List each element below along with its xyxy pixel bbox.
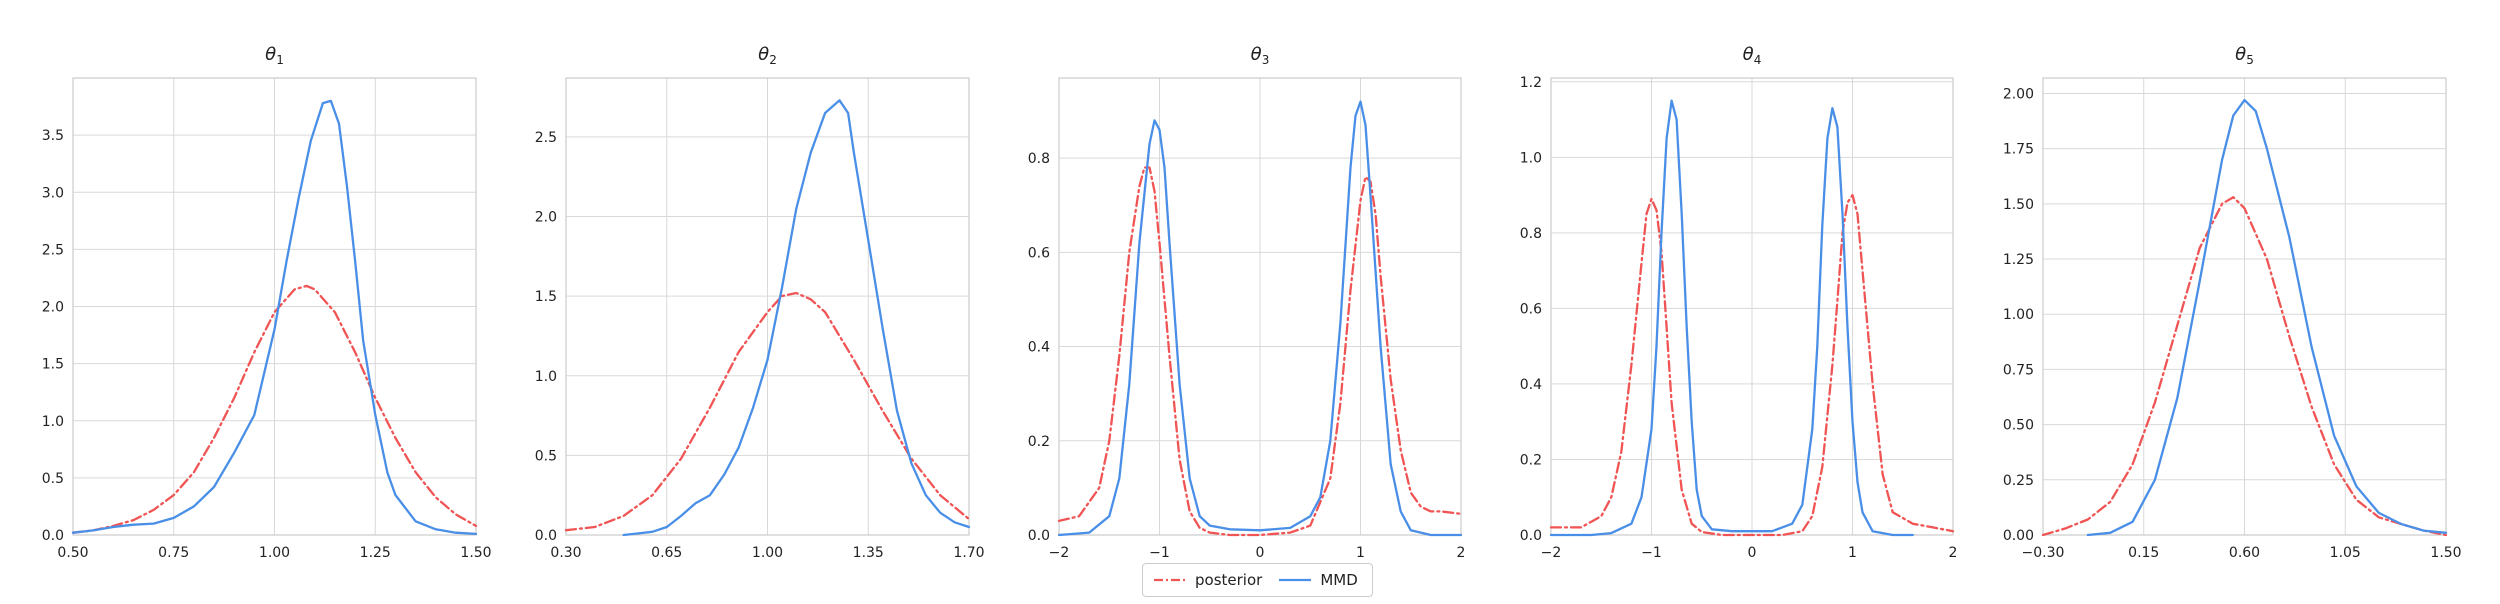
x-tick-label: −1 xyxy=(1149,545,1170,561)
series-line-posterior xyxy=(564,291,971,532)
x-tick-label: 1.00 xyxy=(752,545,783,561)
y-tick-label: 0.75 xyxy=(2003,362,2034,378)
x-tick-label: 1.05 xyxy=(2330,545,2361,561)
y-tick-label: 2.5 xyxy=(535,130,557,146)
y-tick-label: 2.00 xyxy=(2003,86,2034,102)
panel-2: 0.30 0.65 1.00 1.35 1.70 0.0 0.5 1.0 1.5 2.0 2.5 θ2 xyxy=(535,44,985,561)
y-tick-label: 0.25 xyxy=(2003,473,2034,489)
y-tick-label: 0.6 xyxy=(1028,245,1050,261)
y-tick-label: 0.0 xyxy=(535,528,557,544)
y-tick-label: 1.50 xyxy=(2003,197,2034,213)
x-tick-label: 2 xyxy=(1949,545,1958,561)
x-tick-label: −2 xyxy=(1049,545,1070,561)
y-tick-label: 0.2 xyxy=(1028,434,1050,450)
series-line-posterior xyxy=(1057,166,1463,537)
y-tick-label: 0.8 xyxy=(1028,151,1050,167)
y-tick-label: 0.2 xyxy=(1520,452,1542,468)
legend-entry-mmd: MMD xyxy=(1278,571,1358,589)
series-line-posterior xyxy=(2041,196,2448,537)
y-tick-label: 0.6 xyxy=(1520,301,1542,317)
panel-title: θ3 xyxy=(1251,44,1270,67)
panel-4: −2 −1 0 1 2 0.0 0.2 0.4 0.6 0.8 1.0 1.2 θ4 xyxy=(1520,44,1958,561)
y-tick-label: 0.8 xyxy=(1520,226,1542,242)
x-tick-label: 0 xyxy=(1748,545,1757,561)
y-tick-label: 0.0 xyxy=(1520,528,1542,544)
y-tick-label: 1.5 xyxy=(42,357,64,373)
panel-title: θ5 xyxy=(2235,44,2254,67)
plot-frame xyxy=(72,77,477,536)
x-tick-label: 1.25 xyxy=(360,545,391,561)
legend-swatch-mmd xyxy=(1279,578,1312,582)
x-tick-label: 1.50 xyxy=(2430,545,2461,561)
y-tick-label: 2.0 xyxy=(42,300,64,316)
y-tick-label: 0.00 xyxy=(2003,528,2034,544)
x-tick-label: 0.75 xyxy=(158,545,189,561)
legend: posterior MMD xyxy=(1142,563,1373,597)
y-tick-label: 2.5 xyxy=(42,242,64,258)
panel-5: −0.30 0.15 0.60 1.05 1.50 0.00 0.25 0.50 0.75 1.0… xyxy=(2003,44,2462,561)
x-tick-label: 0.60 xyxy=(2229,545,2260,561)
y-tick-label: 1.00 xyxy=(2003,307,2034,323)
y-tick-label: 1.0 xyxy=(1520,150,1542,166)
x-tick-label: 1 xyxy=(1848,545,1857,561)
series-line-mmd xyxy=(622,99,971,537)
x-tick-label: 1.70 xyxy=(953,545,984,561)
series-line-posterior xyxy=(1549,193,1955,537)
y-tick-label: 1.5 xyxy=(535,289,557,305)
series-line-mmd xyxy=(2086,98,2448,537)
x-tick-label: 1.00 xyxy=(259,545,290,561)
x-tick-label: 1 xyxy=(1356,545,1365,561)
series-line-mmd xyxy=(1549,99,1914,537)
y-tick-label: 0.0 xyxy=(42,528,64,544)
y-tick-label: 1.25 xyxy=(2003,252,2034,268)
legend-entry-posterior: posterior xyxy=(1153,571,1262,589)
series-line-posterior xyxy=(71,284,478,534)
x-tick-label: 2 xyxy=(1457,545,1466,561)
x-tick-label: −2 xyxy=(1541,545,1562,561)
x-tick-label: 0.65 xyxy=(651,545,682,561)
x-tick-label: 1.50 xyxy=(460,545,491,561)
panel-3: −2 −1 0 1 2 0.0 0.2 0.4 0.6 0.8 θ3 xyxy=(1028,44,1466,561)
x-tick-label: −0.30 xyxy=(2022,545,2065,561)
y-tick-label: 0.5 xyxy=(535,448,557,464)
series-line-mmd xyxy=(1057,100,1463,537)
plot-frame xyxy=(565,77,970,536)
y-tick-label: 1.2 xyxy=(1520,75,1542,91)
x-tick-label: 1.35 xyxy=(853,545,884,561)
x-tick-label: 0.15 xyxy=(2128,545,2159,561)
y-tick-label: 2.0 xyxy=(535,210,557,226)
plot-frame xyxy=(1058,77,1462,536)
y-tick-label: 0.5 xyxy=(42,471,64,487)
y-tick-label: 1.0 xyxy=(535,369,557,385)
y-tick-label: 0.0 xyxy=(1028,528,1050,544)
y-tick-label: 3.5 xyxy=(42,128,64,144)
series-line-mmd xyxy=(71,99,478,536)
legend-label-mmd: MMD xyxy=(1320,571,1358,589)
panel-1: 0.50 0.75 1.00 1.25 1.50 0.0 0.5 1.0 1.5 2.0 2.5 3.… xyxy=(42,44,492,561)
y-tick-label: 1.75 xyxy=(2003,142,2034,158)
legend-swatch-posterior xyxy=(1154,578,1186,582)
panel-title: θ2 xyxy=(758,44,777,67)
legend-label-posterior: posterior xyxy=(1195,571,1263,589)
x-tick-label: 0 xyxy=(1256,545,1265,561)
y-tick-label: 1.0 xyxy=(42,414,64,430)
y-tick-label: 0.50 xyxy=(2003,418,2034,434)
x-tick-label: 0.30 xyxy=(550,545,581,561)
y-tick-label: 3.0 xyxy=(42,185,64,201)
panel-title: θ4 xyxy=(1743,44,1762,67)
panel-title: θ1 xyxy=(265,44,284,67)
x-tick-label: 0.50 xyxy=(57,545,88,561)
y-tick-label: 0.4 xyxy=(1028,340,1050,356)
y-tick-label: 0.4 xyxy=(1520,377,1542,393)
plot-frame xyxy=(2042,77,2447,536)
x-tick-label: −1 xyxy=(1641,545,1662,561)
